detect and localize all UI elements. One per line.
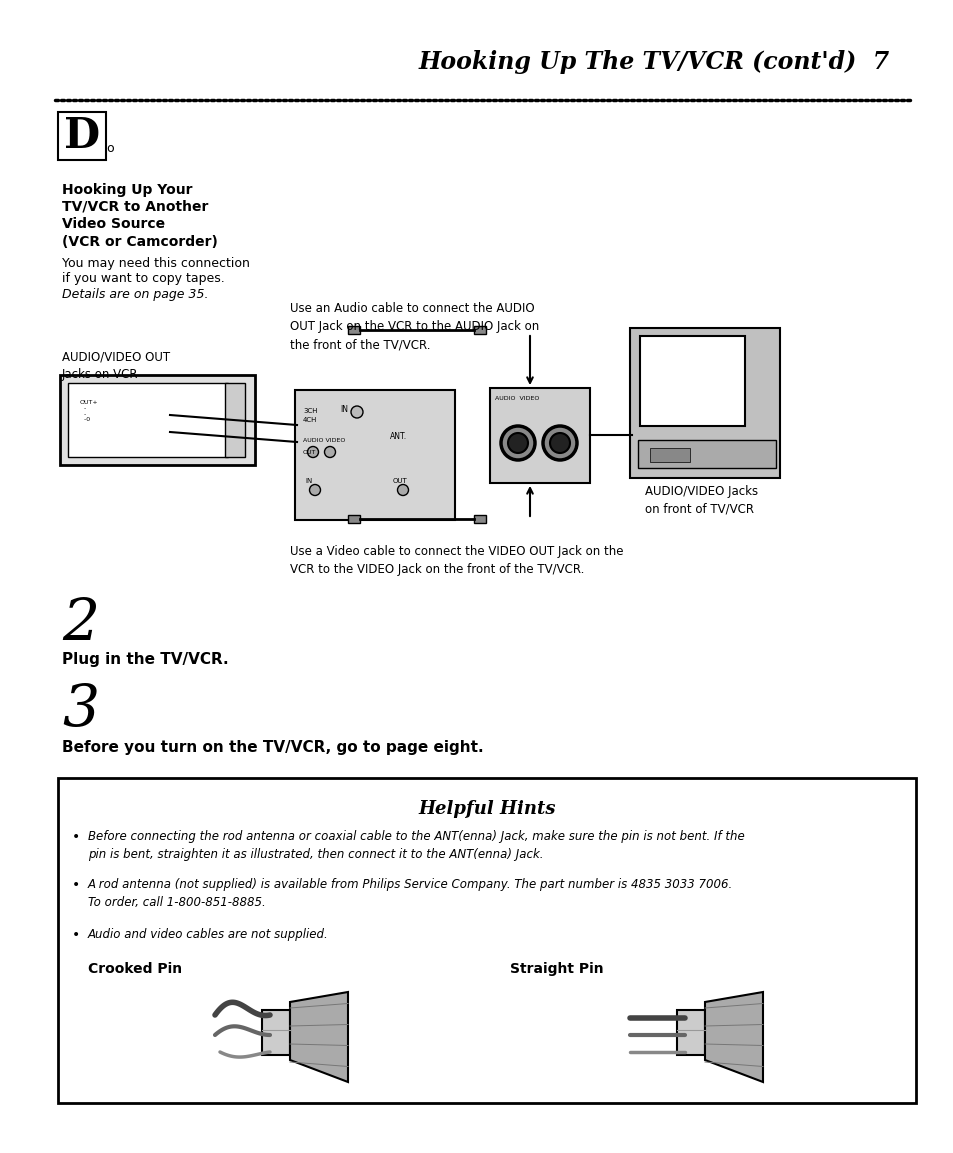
- Text: TV/VCR to Another: TV/VCR to Another: [62, 199, 208, 214]
- Bar: [638, 440, 775, 468]
- Text: o: o: [106, 142, 113, 155]
- Text: 3CH: 3CH: [303, 408, 317, 414]
- Bar: [225, 383, 245, 457]
- Text: Details are on page 35.: Details are on page 35.: [62, 288, 209, 301]
- Text: A rod antenna (not supplied) is available from Philips Service Company. The part: A rod antenna (not supplied) is availabl…: [88, 877, 733, 909]
- Text: Use a Video cable to connect the VIDEO OUT Jack on the
VCR to the VIDEO Jack on : Use a Video cable to connect the VIDEO O…: [290, 545, 623, 576]
- Ellipse shape: [542, 425, 577, 460]
- Text: Hooking Up Your: Hooking Up Your: [62, 183, 193, 197]
- Bar: [348, 515, 359, 523]
- Bar: [58, 112, 106, 160]
- Text: •: •: [71, 877, 80, 892]
- Text: D: D: [64, 115, 100, 157]
- Text: 4CH: 4CH: [303, 417, 317, 423]
- Bar: [649, 449, 689, 462]
- Text: IN: IN: [305, 478, 312, 484]
- Bar: [474, 515, 485, 523]
- Ellipse shape: [351, 406, 363, 419]
- Text: Video Source: Video Source: [62, 217, 165, 231]
- Ellipse shape: [324, 446, 335, 458]
- Text: (VCR or Camcorder): (VCR or Camcorder): [62, 235, 217, 249]
- Text: AUDIO VIDEO: AUDIO VIDEO: [303, 438, 345, 443]
- Bar: [294, 390, 455, 520]
- Text: OUT+
  -
  -
  -0: OUT+ - - -0: [80, 400, 98, 422]
- Bar: [348, 326, 359, 334]
- Bar: [474, 326, 485, 334]
- Text: if you want to copy tapes.: if you want to copy tapes.: [62, 272, 225, 285]
- Text: Before connecting the rod antenna or coaxial cable to the ANT(enna) Jack, make s: Before connecting the rod antenna or coa…: [88, 830, 744, 861]
- Bar: [58, 778, 915, 1103]
- Text: Straight Pin: Straight Pin: [510, 962, 603, 975]
- Text: IN: IN: [339, 405, 348, 414]
- Ellipse shape: [397, 484, 408, 496]
- Text: AUDIO  VIDEO: AUDIO VIDEO: [495, 395, 538, 401]
- Bar: [490, 389, 589, 483]
- Text: •: •: [71, 928, 80, 942]
- Text: Crooked Pin: Crooked Pin: [88, 962, 182, 975]
- Text: OUT: OUT: [393, 478, 407, 484]
- Bar: [68, 383, 228, 457]
- Text: 2: 2: [62, 596, 99, 653]
- Bar: [677, 1010, 704, 1055]
- Ellipse shape: [309, 484, 320, 496]
- Bar: [639, 336, 744, 425]
- Text: Plug in the TV/VCR.: Plug in the TV/VCR.: [62, 651, 229, 666]
- Text: Before you turn on the TV/VCR, go to page eight.: Before you turn on the TV/VCR, go to pag…: [62, 740, 483, 755]
- Polygon shape: [704, 992, 762, 1082]
- Bar: [60, 375, 254, 465]
- Text: •: •: [71, 830, 80, 844]
- Text: 3: 3: [62, 683, 99, 739]
- Text: Helpful Hints: Helpful Hints: [417, 800, 556, 817]
- Text: Audio and video cables are not supplied.: Audio and video cables are not supplied.: [88, 928, 329, 941]
- Text: AUDIO/VIDEO OUT
Jacks on VCR: AUDIO/VIDEO OUT Jacks on VCR: [62, 351, 170, 380]
- Bar: [262, 1010, 290, 1055]
- Text: Hooking Up The TV/VCR (cont'd)  7: Hooking Up The TV/VCR (cont'd) 7: [418, 50, 889, 74]
- Ellipse shape: [307, 446, 318, 458]
- Ellipse shape: [507, 434, 527, 453]
- Text: AUDIO/VIDEO Jacks
on front of TV/VCR: AUDIO/VIDEO Jacks on front of TV/VCR: [644, 485, 758, 517]
- Text: You may need this connection: You may need this connection: [62, 257, 250, 270]
- Bar: [629, 327, 780, 478]
- Text: Use an Audio cable to connect the AUDIO
OUT Jack on the VCR to the AUDIO Jack on: Use an Audio cable to connect the AUDIO …: [290, 302, 538, 351]
- Polygon shape: [290, 992, 348, 1082]
- Text: OUT: OUT: [303, 450, 316, 455]
- Ellipse shape: [500, 425, 535, 460]
- Text: ANT.: ANT.: [390, 432, 407, 440]
- Ellipse shape: [550, 434, 569, 453]
